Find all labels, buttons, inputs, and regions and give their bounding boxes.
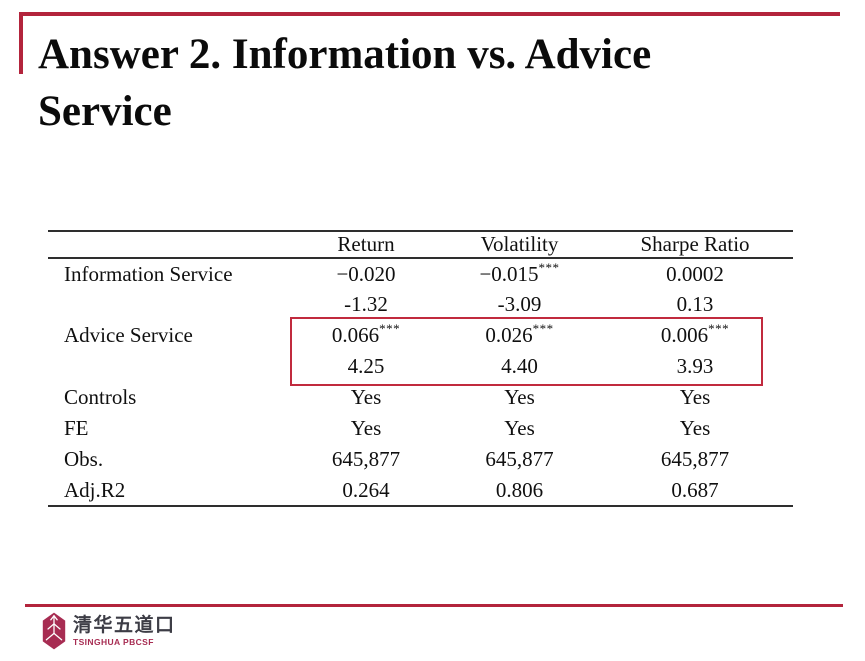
significance-stars: *** bbox=[379, 321, 401, 336]
row-label: Adj.R2 bbox=[64, 477, 126, 502]
cell-value: 0.0002 bbox=[666, 261, 724, 286]
table-row-controls: Controls Yes Yes Yes bbox=[48, 382, 793, 413]
regression-table: Return Volatility Sharpe Ratio Informati… bbox=[48, 230, 793, 507]
cell-value: 0.006 bbox=[660, 323, 709, 347]
table-row-fe: FE Yes Yes Yes bbox=[48, 413, 793, 444]
cell-value: Yes bbox=[679, 385, 711, 409]
title-accent-line-horizontal bbox=[19, 12, 840, 16]
cell-value: Yes bbox=[504, 416, 535, 440]
cell-sharpe-ratio: Yes bbox=[597, 413, 793, 444]
table-row-advice-service-tstat: 4.25 4.40 3.93 bbox=[48, 351, 793, 382]
cell-value: Yes bbox=[350, 416, 382, 440]
cell-value: 0.687 bbox=[671, 477, 719, 502]
row-label: Advice Service bbox=[64, 323, 193, 347]
cell-value: 645,877 bbox=[331, 447, 401, 471]
cell-value: -1.32 bbox=[344, 292, 388, 316]
cell-value: Yes bbox=[504, 385, 535, 409]
row-label: FE bbox=[64, 416, 89, 440]
cell-sharpe-ratio: 3.93 bbox=[597, 351, 793, 382]
row-label: Information Service bbox=[64, 261, 233, 286]
cell-volatility: 645,877 bbox=[442, 444, 597, 475]
cell-sharpe-ratio: 0.13 bbox=[597, 289, 793, 320]
cell-return: Yes bbox=[290, 413, 442, 444]
logo-text-block: 清华五道口 TSINGHUA PBCSF bbox=[73, 615, 176, 647]
table-row-obs: Obs. 645,877 645,877 645,877 bbox=[48, 444, 793, 475]
cell-value: 645,877 bbox=[485, 447, 554, 471]
cell-return: -1.32 bbox=[290, 289, 442, 320]
table-row-information-service: Information Service −0.020 −0.015*** 0.0… bbox=[48, 258, 793, 289]
cell-value: 4.25 bbox=[347, 354, 385, 378]
row-label: Controls bbox=[64, 385, 137, 409]
cell-return: Yes bbox=[290, 382, 442, 413]
cell-return: −0.020 bbox=[290, 258, 442, 289]
significance-stars: *** bbox=[532, 321, 554, 336]
cell-value: −0.015 bbox=[479, 261, 539, 286]
table-header-row: Return Volatility Sharpe Ratio bbox=[48, 231, 793, 259]
tsinghua-pbcsf-logo: 清华五道口 TSINGHUA PBCSF bbox=[42, 611, 176, 651]
cell-sharpe-ratio: 0.687 bbox=[597, 475, 793, 506]
cell-value: 4.40 bbox=[501, 354, 538, 378]
footer-divider-line bbox=[25, 604, 843, 607]
slide-title: Answer 2. Information vs. Advice Service bbox=[38, 26, 838, 140]
pbcsf-hexagon-icon bbox=[42, 612, 66, 650]
cell-value: −0.020 bbox=[336, 261, 396, 286]
cell-value: 0.026 bbox=[485, 323, 533, 347]
column-header-sharpe-ratio: Sharpe Ratio bbox=[597, 231, 793, 259]
column-header-volatility: Volatility bbox=[442, 231, 597, 259]
cell-volatility: Yes bbox=[442, 382, 597, 413]
title-accent-line-vertical bbox=[19, 12, 23, 74]
table-row-adj-r2: Adj.R2 0.264 0.806 0.687 bbox=[48, 475, 793, 506]
slide-title-line1: Answer 2. Information vs. Advice bbox=[38, 31, 652, 78]
cell-volatility: 4.40 bbox=[442, 351, 597, 382]
row-label bbox=[48, 289, 290, 320]
cell-value: 0.13 bbox=[676, 292, 714, 316]
column-header-empty bbox=[48, 231, 290, 259]
cell-sharpe-ratio: 0.006*** bbox=[597, 320, 793, 351]
cell-value: 3.93 bbox=[676, 354, 714, 378]
cell-value: 0.066 bbox=[331, 323, 380, 347]
cell-volatility: Yes bbox=[442, 413, 597, 444]
cell-value: 0.806 bbox=[495, 477, 544, 502]
cell-sharpe-ratio: 0.0002 bbox=[597, 258, 793, 289]
cell-value: Yes bbox=[679, 416, 711, 440]
cell-return: 0.066*** bbox=[290, 320, 442, 351]
cell-volatility: −0.015*** bbox=[442, 258, 597, 289]
cell-value: Yes bbox=[350, 385, 382, 409]
cell-return: 645,877 bbox=[290, 444, 442, 475]
cell-volatility: 0.026*** bbox=[442, 320, 597, 351]
cell-sharpe-ratio: 645,877 bbox=[597, 444, 793, 475]
logo-text-chinese: 清华五道口 bbox=[73, 615, 176, 636]
table-row-advice-service: Advice Service 0.066*** 0.026*** 0.006**… bbox=[48, 320, 793, 351]
cell-sharpe-ratio: Yes bbox=[597, 382, 793, 413]
column-header-return: Return bbox=[290, 231, 442, 259]
logo-text-english: TSINGHUA PBCSF bbox=[73, 637, 154, 647]
cell-volatility: -3.09 bbox=[442, 289, 597, 320]
significance-stars: *** bbox=[708, 321, 730, 336]
row-label bbox=[48, 351, 290, 382]
cell-value: -3.09 bbox=[497, 292, 542, 316]
cell-return: 0.264 bbox=[290, 475, 442, 506]
cell-return: 4.25 bbox=[290, 351, 442, 382]
cell-value: 645,877 bbox=[660, 447, 730, 471]
row-label: Obs. bbox=[64, 447, 104, 471]
cell-volatility: 0.806 bbox=[442, 475, 597, 506]
cell-value: 0.264 bbox=[342, 477, 390, 502]
significance-stars: *** bbox=[538, 259, 560, 275]
slide-title-line2: Service bbox=[38, 88, 172, 135]
table-row-information-service-tstat: -1.32 -3.09 0.13 bbox=[48, 289, 793, 320]
